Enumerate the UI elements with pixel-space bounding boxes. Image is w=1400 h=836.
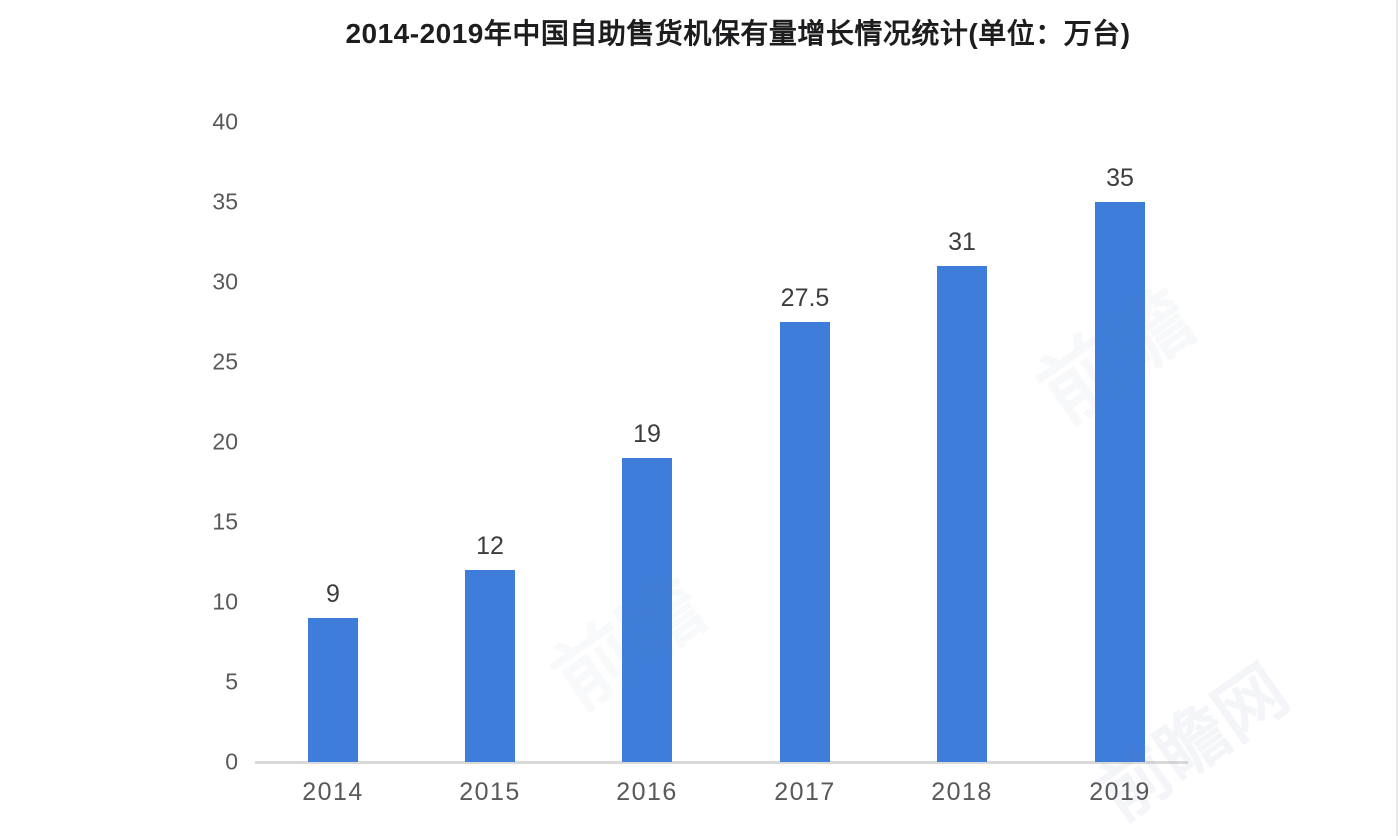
y-axis-tick-label: 0 <box>225 748 238 775</box>
bar-value-label: 12 <box>476 532 504 560</box>
right-edge-divider <box>1396 0 1398 836</box>
x-axis-line <box>255 761 1188 764</box>
bar-value-label: 19 <box>633 420 661 448</box>
bar-2018 <box>937 266 987 762</box>
bar-value-label: 35 <box>1106 164 1134 192</box>
y-axis-tick-label: 25 <box>212 348 238 375</box>
y-axis-tick-label: 40 <box>212 108 238 135</box>
x-axis-category-label: 2017 <box>774 778 836 806</box>
x-axis-category-label: 2019 <box>1089 778 1151 806</box>
y-axis-tick-label: 5 <box>225 668 238 695</box>
y-axis-tick-label: 35 <box>212 188 238 215</box>
bar-value-label: 27.5 <box>780 284 830 312</box>
bar-2017 <box>780 322 830 762</box>
bar-2014 <box>308 618 358 762</box>
bar-2016 <box>622 458 672 762</box>
bar-2019 <box>1095 202 1145 762</box>
y-axis-tick-label: 10 <box>212 588 238 615</box>
bar-2015 <box>465 570 515 762</box>
x-axis-category-label: 2016 <box>616 778 678 806</box>
chart-title: 2014-2019年中国自助售货机保有量增长情况统计(单位：万台) <box>345 18 1131 49</box>
y-axis-tick-label: 15 <box>212 508 238 535</box>
bar-value-label: 9 <box>326 580 340 608</box>
y-axis-tick-label: 30 <box>212 268 238 295</box>
x-axis-category-label: 2015 <box>459 778 521 806</box>
x-axis-category-label: 2014 <box>302 778 364 806</box>
y-axis-tick-label: 20 <box>212 428 238 455</box>
x-axis-category-label: 2018 <box>931 778 993 806</box>
bar-value-label: 31 <box>948 228 976 256</box>
